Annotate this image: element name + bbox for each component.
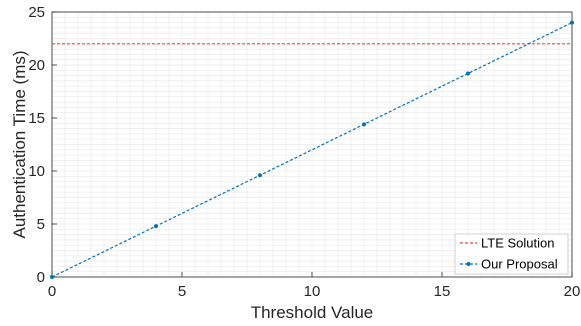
legend-box [454,233,569,275]
x-tick-label: 15 [434,283,451,300]
legend-label-our-proposal: Our Proposal [481,257,558,272]
x-tick-label: 20 [564,283,581,300]
x-tick-label: 0 [48,283,56,300]
series-line-our-proposal [51,22,573,278]
x-tick-label: 5 [178,283,186,300]
data-point-our-proposal [258,173,262,178]
legend-marker-our-proposal [466,262,471,266]
axes [51,11,573,278]
y-tick-label: 20 [28,57,45,74]
legend-label-lte-solution: LTE Solution [481,236,554,251]
y-axis-label: Authentication Time (ms) [10,50,29,238]
tick-labels: 0 5 10 15 20 0 5 10 15 20 25 [28,4,580,300]
x-axis-label: Threshold Value [251,303,374,322]
y-tick-label: 5 [37,216,45,233]
series-layer [50,20,574,279]
data-point-our-proposal [154,224,158,229]
data-point-our-proposal [570,20,574,25]
y-tick-label: 10 [28,163,45,180]
data-point-our-proposal [466,71,470,76]
y-tick-label: 0 [37,269,45,286]
y-tick-label: 25 [28,4,45,21]
data-point-our-proposal [362,122,366,127]
data-point-our-proposal [50,275,54,279]
y-tick-label: 15 [28,110,45,127]
legend: LTE Solution Our Proposal [454,233,569,275]
x-tick-label: 10 [304,283,321,300]
